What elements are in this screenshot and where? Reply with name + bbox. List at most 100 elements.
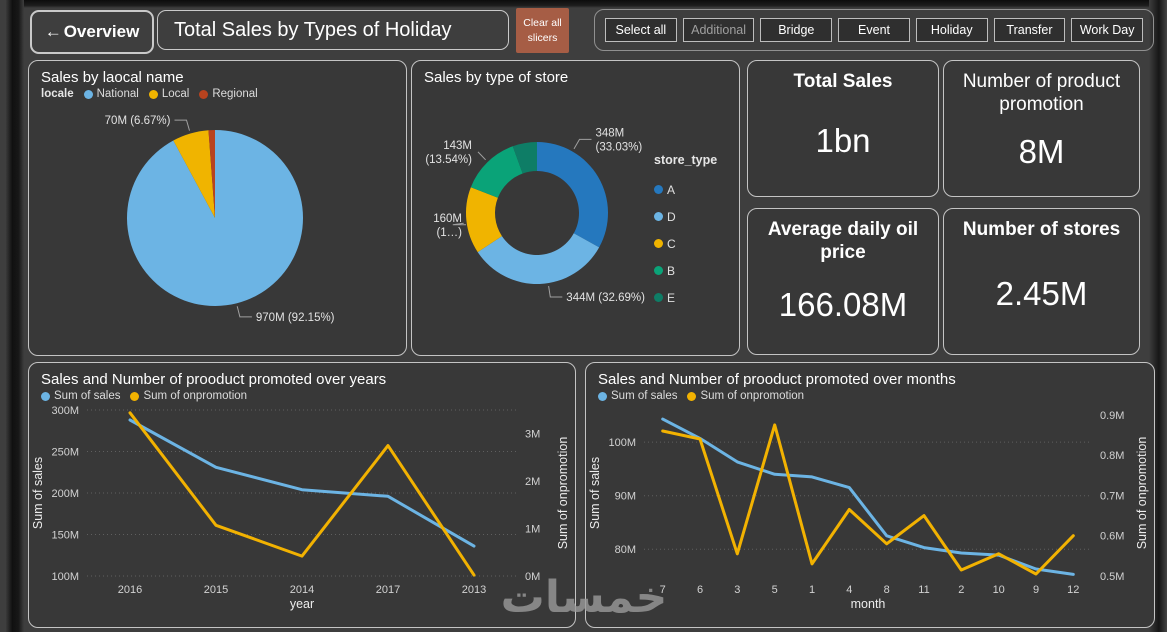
card-title: Number of stores [962, 219, 1121, 240]
label-leader-line [548, 286, 563, 298]
axis-tick: 6 [697, 584, 703, 596]
clear-all-slicers-button[interactable]: Clear all slicers [516, 8, 569, 53]
label-leader-line [452, 222, 466, 226]
legend-item-c[interactable]: C [654, 230, 717, 257]
axis-tick: 2M [525, 476, 540, 488]
page-title: Total Sales by Types of Holiday [157, 10, 509, 50]
donut-slice-e[interactable] [512, 142, 537, 174]
data-label: 143M (13.54%) [425, 140, 472, 166]
panel-sales-by-local-name: Sales by laocal name locale National Local… [28, 60, 407, 356]
axis-tick: 150M [51, 530, 79, 542]
axis-tick: 2017 [376, 584, 400, 596]
axis-tick: 80M [615, 544, 636, 556]
donut-slice-b[interactable] [470, 146, 523, 198]
line-series-sum-of-onpromotion [661, 423, 1075, 576]
legend-item-a[interactable]: A [654, 176, 717, 203]
legend-dot [654, 293, 663, 302]
right-axis-title: Sum of onpromotion [1135, 437, 1149, 550]
legend-item-sum-of-onpromotion[interactable]: Sum of onpromotion [130, 390, 247, 402]
panel-sales-by-store-type: Sales by type of store 348M (33.03%) 344M … [411, 60, 740, 356]
axis-tick: 2016 [118, 584, 142, 596]
label-leader-line [477, 151, 486, 161]
legend-item-d[interactable]: D [654, 203, 717, 230]
axis-tick: 11 [918, 584, 929, 596]
slicer-event[interactable]: Event [838, 18, 910, 42]
legend-dot [199, 89, 209, 99]
card-title: Number of product promotion [962, 71, 1121, 115]
label-leader-line [236, 306, 252, 318]
slicer-button-group: Select all Additional Bridge Event Holid… [594, 9, 1154, 51]
line-chart-months: 80M 90M 100M 0.5M 0.6M 0.7M 0.8M 0.9M 7 6 3 5 1 4 8 11 2… [588, 410, 1149, 611]
line-series-sum-of-onpromotion [128, 411, 476, 577]
line-series-sum-of-sales [128, 418, 476, 548]
axis-tick: 2014 [290, 584, 314, 596]
axis-tick: 12 [1067, 584, 1079, 596]
card-number-of-stores: Number of stores 2.45M [943, 208, 1140, 355]
donut-chart-title: Sales by type of store [424, 69, 569, 86]
window-edge-left [6, 0, 24, 632]
pie-slice-regional[interactable] [208, 130, 215, 218]
window-edge-top [24, 0, 1167, 8]
legend-item-national[interactable]: National [83, 88, 139, 100]
axis-tick: 3 [734, 584, 740, 596]
legend-dot [148, 89, 158, 99]
axis-tick: 7 [660, 584, 666, 596]
slicer-transfer[interactable]: Transfer [993, 18, 1066, 42]
legend-item-b[interactable]: B [654, 257, 717, 284]
slicer-select-all[interactable]: Select all [605, 18, 677, 42]
axis-tick: 300M [51, 405, 79, 417]
overview-back-button[interactable]: ← Overview [30, 10, 154, 54]
axis-tick: 250M [51, 447, 79, 459]
card-product-promotion: Number of product promotion 8M [943, 60, 1140, 197]
card-title: Total Sales [793, 71, 893, 92]
legend-dot [83, 89, 93, 99]
legend-dot [598, 391, 607, 401]
donut-legend: store_type A D C B E [654, 153, 717, 311]
legend-item-e[interactable]: E [654, 284, 717, 311]
label-leader-line [174, 119, 190, 131]
legend-dot [654, 185, 663, 194]
pie-slice-local[interactable] [173, 130, 215, 218]
axis-tick: 0.5M [1100, 571, 1124, 583]
legend-item-local[interactable]: Local [148, 88, 189, 100]
data-label: 160M (1…) [433, 213, 462, 239]
axis-tick: 5 [772, 584, 778, 596]
pie-slice-national[interactable] [126, 130, 303, 306]
legend-dot [654, 239, 663, 248]
card-title: Average daily oil price [767, 219, 919, 263]
legend-dot [130, 391, 140, 401]
slicer-work-day[interactable]: Work Day [1071, 18, 1144, 42]
slicer-additional[interactable]: Additional [682, 18, 755, 42]
card-average-oil-price: Average daily oil price 166.08M [747, 208, 939, 355]
axis-tick: 2 [958, 584, 964, 596]
donut-slice-a[interactable] [537, 142, 608, 248]
card-value: 166.08M [778, 286, 908, 324]
axis-tick: 1M [525, 524, 540, 536]
line-months-legend: Sum of sales Sum of onpromotion [598, 390, 1154, 402]
left-axis-title: Sum of sales [588, 457, 602, 529]
right-axis-title: Sum of onpromotion [556, 437, 570, 550]
axis-tick: 10 [993, 584, 1005, 596]
axis-tick: 0.9M [1100, 410, 1124, 422]
legend-item-sum-of-sales[interactable]: Sum of sales [598, 390, 677, 402]
slicer-holiday[interactable]: Holiday [915, 18, 988, 42]
slicer-bridge[interactable]: Bridge [760, 18, 833, 42]
donut-slice-c[interactable] [466, 187, 502, 253]
data-label: 70M (6.67%) [105, 115, 171, 127]
legend-dot [654, 212, 663, 221]
legend-item-sum-of-onpromotion[interactable]: Sum of onpromotion [687, 390, 804, 402]
data-label: 348M (33.03%) [596, 127, 643, 153]
axis-tick: 2013 [462, 584, 486, 596]
axis-tick: 8 [884, 584, 890, 596]
axis-tick: 0.7M [1100, 490, 1124, 502]
pie-chart: 970M (92.15%) 70M (6.67%) [105, 115, 335, 324]
x-axis-title: month [851, 597, 886, 611]
axis-tick: 9 [1033, 584, 1039, 596]
legend-item-sum-of-sales[interactable]: Sum of sales [41, 390, 120, 402]
axis-tick: 4 [846, 584, 852, 596]
donut-slice-d[interactable] [477, 233, 600, 284]
legend-item-regional[interactable]: Regional [199, 88, 258, 100]
card-value: 8M [1018, 133, 1065, 171]
pie-legend: locale National Local Regional [41, 88, 406, 100]
